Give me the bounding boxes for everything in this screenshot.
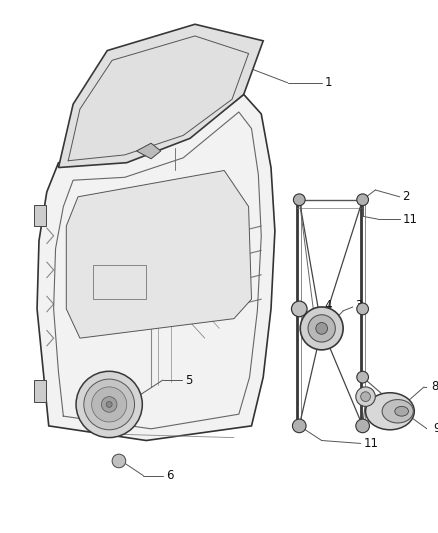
Text: 3: 3 [355, 300, 362, 312]
Circle shape [316, 322, 328, 334]
Circle shape [357, 303, 368, 315]
FancyBboxPatch shape [34, 380, 46, 401]
Circle shape [92, 387, 127, 422]
Text: 6: 6 [166, 469, 173, 482]
Ellipse shape [395, 406, 409, 416]
Circle shape [357, 372, 368, 383]
Circle shape [293, 194, 305, 206]
Circle shape [84, 379, 134, 430]
FancyBboxPatch shape [34, 205, 46, 226]
Polygon shape [59, 25, 263, 167]
Circle shape [356, 387, 375, 406]
Circle shape [76, 372, 142, 438]
Circle shape [357, 194, 368, 206]
Circle shape [101, 397, 117, 412]
Text: 5: 5 [185, 374, 193, 386]
Circle shape [291, 301, 307, 317]
Circle shape [360, 392, 371, 401]
Text: 9: 9 [433, 422, 438, 435]
Polygon shape [37, 94, 275, 440]
Circle shape [106, 401, 112, 407]
Text: 11: 11 [364, 437, 378, 450]
Polygon shape [137, 143, 161, 159]
Text: 1: 1 [325, 76, 332, 89]
Polygon shape [66, 171, 251, 338]
Circle shape [308, 315, 336, 342]
Circle shape [300, 307, 343, 350]
Circle shape [356, 419, 370, 433]
Text: 8: 8 [431, 381, 438, 393]
Ellipse shape [382, 400, 413, 423]
Text: 2: 2 [403, 190, 410, 203]
Text: 4: 4 [325, 300, 332, 312]
Circle shape [293, 419, 306, 433]
Circle shape [112, 454, 126, 468]
Text: 11: 11 [403, 213, 417, 225]
Ellipse shape [366, 393, 414, 430]
